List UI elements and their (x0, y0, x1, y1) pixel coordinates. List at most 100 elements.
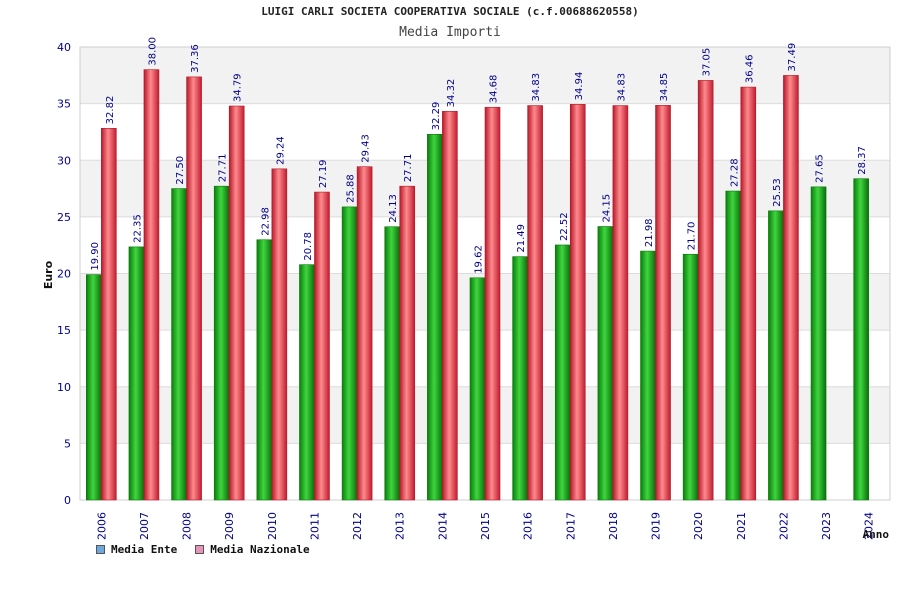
x-tick-label: 2023 (820, 512, 833, 540)
y-axis-ticks: 0 5 10 15 20 25 30 35 40 (57, 41, 71, 507)
bar-value-label: 21.70 (687, 222, 698, 251)
x-axis-label: Anno (863, 528, 890, 541)
bar-value-label: 32.82 (105, 96, 116, 125)
bar-ente (512, 256, 528, 501)
bar-value-label: 21.98 (644, 218, 655, 247)
bar-ente (682, 253, 699, 501)
bar-nazionale (697, 80, 714, 501)
x-tick-label: 2024 (863, 512, 876, 540)
x-tick-label: 2008 (181, 512, 194, 540)
chart-title: LUIGI CARLI SOCIETA COOPERATIVA SOCIALE … (261, 5, 639, 18)
bar-value-label: 34.94 (574, 72, 585, 101)
bar-nazionale (399, 185, 416, 501)
bar-value-label: 25.88 (346, 174, 357, 203)
bar-value-label: 27.71 (403, 154, 414, 183)
bar-value-label: 34.83 (616, 73, 627, 102)
x-tick-label: 2009 (223, 512, 236, 540)
bar-value-label: 24.13 (388, 194, 399, 223)
y-axis-label: Euro (42, 260, 55, 289)
bar-ente (725, 190, 742, 501)
bar-value-label: 38.00 (147, 37, 158, 66)
bar-value-label: 22.35 (132, 214, 143, 243)
x-tick-label: 2010 (266, 512, 279, 540)
x-tick-label: 2021 (735, 512, 748, 540)
x-tick-label: 2015 (479, 512, 492, 540)
bar-ente (554, 244, 571, 501)
chart-subtitle: Media Importi (399, 25, 501, 40)
bar-nazionale (271, 168, 288, 501)
bar-ente (171, 188, 187, 501)
y-tick-label: 5 (64, 437, 71, 450)
legend-label-ente: Media Ente (111, 543, 178, 556)
bar-value-label: 27.50 (175, 156, 186, 185)
bar-value-label: 27.65 (815, 154, 826, 183)
bar-value-label: 27.71 (218, 154, 229, 183)
bar-nazionale (356, 166, 373, 501)
bar-nazionale (740, 86, 757, 501)
bar-nazionale (143, 69, 160, 501)
x-axis-ticks: 2006 2007 2008 2009 2010 2011 2012 2013 2014 2015… (95, 512, 875, 540)
bar-value-label: 37.36 (190, 44, 201, 73)
bar-value-label: 27.28 (729, 158, 740, 187)
bar-value-label: 22.52 (559, 212, 570, 241)
y-tick-label: 30 (57, 154, 71, 167)
bar-ente (341, 206, 358, 501)
bar-value-label: 32.29 (431, 102, 442, 131)
bar-ente (597, 226, 614, 501)
bar-ente (384, 226, 401, 501)
bar-nazionale (442, 111, 458, 501)
bar-value-label: 22.98 (260, 207, 271, 236)
x-tick-label: 2017 (564, 512, 577, 540)
bar-value-label: 34.79 (233, 73, 244, 102)
bar-value-label: 25.53 (772, 178, 783, 207)
bar-value-label: 29.24 (275, 136, 286, 165)
legend-swatch-ente (96, 545, 105, 554)
bar-nazionale (655, 105, 671, 501)
x-tick-label: 2020 (692, 512, 705, 540)
bar-nazionale (783, 75, 799, 501)
bar-ente (86, 274, 102, 501)
bar-ente (213, 185, 230, 501)
bar-ente (768, 210, 784, 501)
bar-nazionale (527, 105, 543, 501)
legend-label-nazionale: Media Nazionale (210, 543, 310, 556)
x-tick-label: 2014 (436, 512, 449, 540)
bar-ente (640, 250, 656, 501)
y-tick-label: 25 (57, 211, 71, 224)
bar-value-label: 21.49 (516, 224, 527, 253)
bar-ente (853, 178, 869, 501)
x-tick-label: 2012 (351, 512, 364, 540)
bar-value-label: 20.78 (303, 232, 314, 261)
bar-nazionale (612, 105, 629, 501)
bar-value-label: 29.43 (361, 134, 372, 163)
legend-item-ente: Media Ente (96, 543, 177, 556)
bar-ente (810, 186, 827, 501)
y-tick-label: 10 (57, 381, 71, 394)
x-tick-label: 2019 (650, 512, 663, 540)
bar-ente (469, 277, 486, 501)
y-tick-label: 40 (57, 41, 71, 54)
x-tick-label: 2016 (522, 512, 535, 540)
bar-value-label: 37.05 (702, 48, 713, 77)
bar-nazionale (569, 104, 586, 501)
bar-nazionale (101, 128, 117, 501)
bar-ente (128, 246, 145, 501)
bar-nazionale (186, 76, 202, 501)
bar-ente (299, 264, 315, 501)
x-tick-label: 2018 (607, 512, 620, 540)
bar-ente (256, 239, 273, 501)
bar-value-label: 19.62 (474, 245, 485, 274)
x-tick-label: 2013 (394, 512, 407, 540)
bar-nazionale (314, 191, 330, 501)
bars: 19.90 32.82 22.35 38.00 27.50 37.36 27.71 34.79… (86, 37, 869, 501)
x-tick-label: 2022 (777, 512, 790, 540)
legend-swatch-nazionale (195, 545, 205, 554)
bar-value-label: 34.68 (489, 75, 500, 104)
bar-ente (427, 134, 443, 501)
y-tick-label: 0 (64, 494, 71, 507)
y-tick-label: 35 (57, 98, 71, 111)
bar-value-label: 24.15 (601, 194, 612, 223)
x-tick-label: 2011 (308, 512, 321, 540)
bar-nazionale (484, 106, 501, 501)
